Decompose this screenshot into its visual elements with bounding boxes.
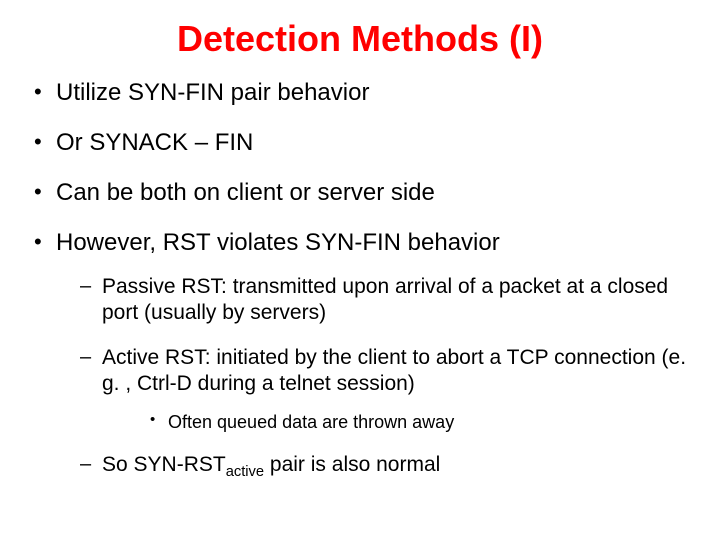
subscript-text: active [226,464,264,480]
bullet-text-pre: So SYN-RST [102,453,226,476]
bullet-item: Active RST: initiated by the client to a… [56,345,690,434]
bullet-item: Passive RST: transmitted upon arrival of… [56,274,690,327]
bullet-list-level3: Often queued data are thrown away [102,411,690,434]
bullet-text-post: pair is also normal [264,453,440,476]
bullet-item: However, RST violates SYN-FIN behavior P… [30,228,690,481]
bullet-item: Utilize SYN-FIN pair behavior [30,78,690,108]
bullet-item: Or SYNACK – FIN [30,128,690,158]
bullet-list-level1: Utilize SYN-FIN pair behavior Or SYNACK … [30,78,690,481]
slide: Detection Methods (I) Utilize SYN-FIN pa… [0,0,720,540]
bullet-text: However, RST violates SYN-FIN behavior [56,229,500,256]
bullet-text: Active RST: initiated by the client to a… [102,346,686,395]
bullet-item: Often queued data are thrown away [102,411,690,434]
bullet-item: Can be both on client or server side [30,178,690,208]
slide-title: Detection Methods (I) [30,18,690,60]
bullet-list-level2: Passive RST: transmitted upon arrival of… [56,274,690,481]
bullet-item: So SYN-RSTactive pair is also normal [56,452,690,482]
